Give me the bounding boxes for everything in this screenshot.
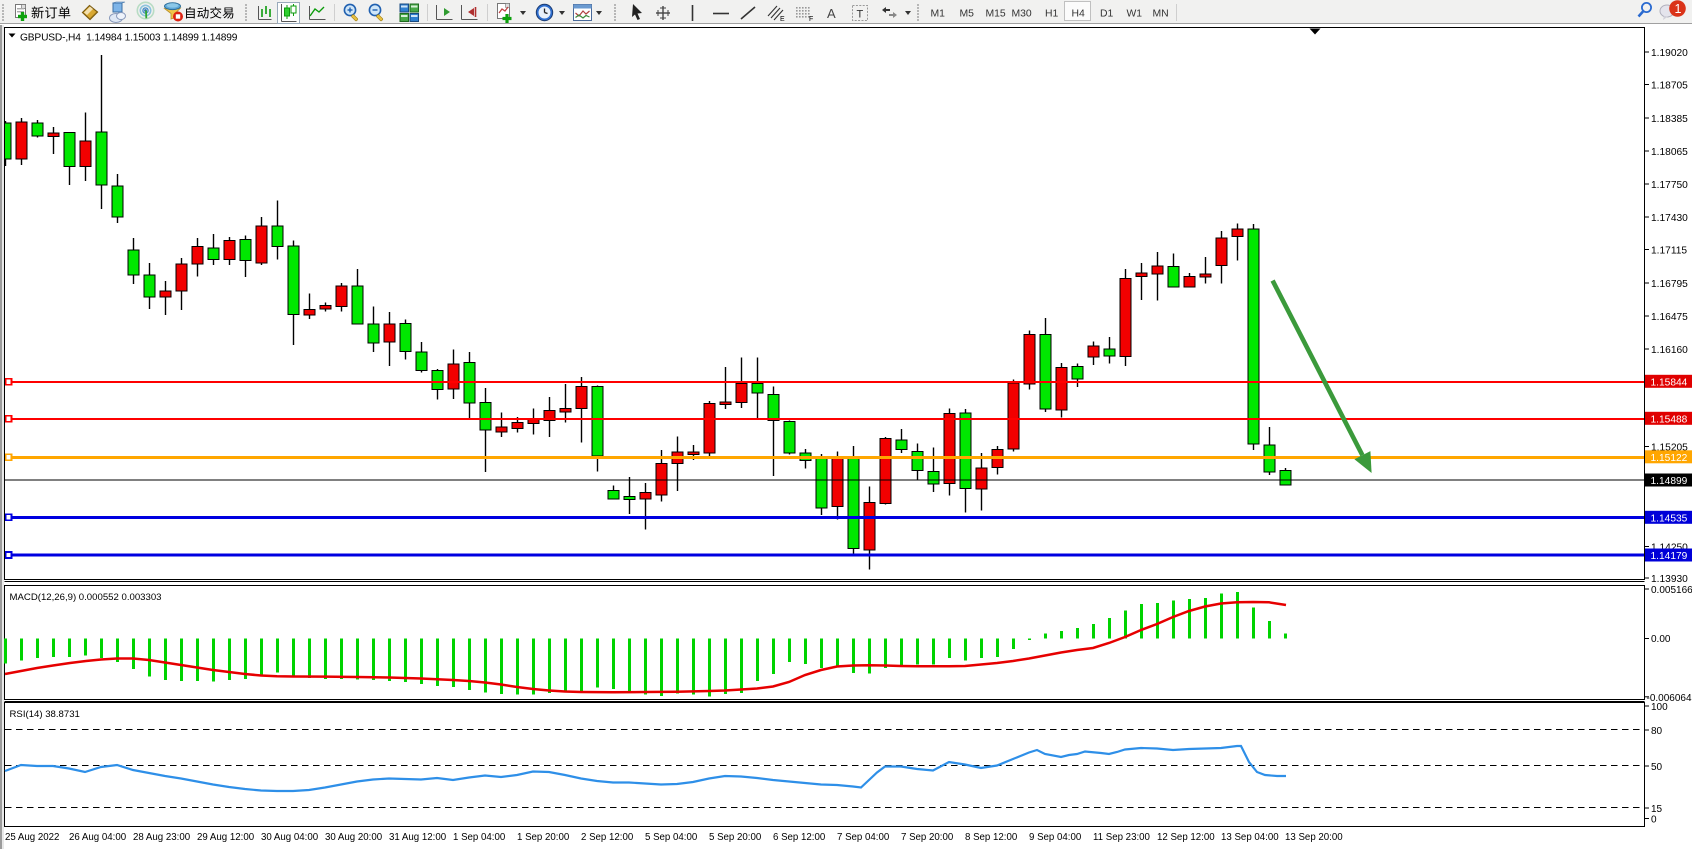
svg-text:1.18065: 1.18065 <box>1651 147 1688 158</box>
svg-text:0.00: 0.00 <box>1651 634 1671 645</box>
svg-text:26 Aug 04:00: 26 Aug 04:00 <box>69 832 127 843</box>
svg-text:11 Sep 23:00: 11 Sep 23:00 <box>1093 832 1151 843</box>
svg-text:30 Aug 04:00: 30 Aug 04:00 <box>261 832 319 843</box>
svg-text:MN: MN <box>1153 9 1169 20</box>
svg-text:F: F <box>809 16 813 23</box>
svg-text:9 Sep 04:00: 9 Sep 04:00 <box>1029 832 1082 843</box>
svg-text:0: 0 <box>1651 815 1657 826</box>
svg-text:GBPUSD-,H4 1.14984 1.15003 1.: GBPUSD-,H4 1.14984 1.15003 1.14899 1.148… <box>20 33 238 44</box>
svg-text:E: E <box>780 16 785 23</box>
svg-text:12 Sep 12:00: 12 Sep 12:00 <box>1157 832 1215 843</box>
svg-text:1.15122: 1.15122 <box>1651 453 1688 464</box>
svg-text:M30: M30 <box>1012 9 1032 20</box>
svg-text:1: 1 <box>1675 2 1682 16</box>
svg-text:RSI(14) 38.8731: RSI(14) 38.8731 <box>10 709 80 720</box>
svg-text:MACD(12,26,9) 0.000552 0.00330: MACD(12,26,9) 0.000552 0.003303 <box>10 592 162 603</box>
svg-text:1.14535: 1.14535 <box>1651 513 1688 524</box>
svg-text:1.17430: 1.17430 <box>1651 213 1688 224</box>
svg-text:H4: H4 <box>1072 9 1086 20</box>
svg-text:1 Sep 04:00: 1 Sep 04:00 <box>453 832 506 843</box>
svg-text:1.17750: 1.17750 <box>1651 180 1688 191</box>
svg-text:31 Aug 12:00: 31 Aug 12:00 <box>389 832 447 843</box>
svg-text:H1: H1 <box>1045 9 1059 20</box>
svg-text:1.18385: 1.18385 <box>1651 114 1688 125</box>
svg-text:80: 80 <box>1651 726 1663 737</box>
svg-text:7 Sep 20:00: 7 Sep 20:00 <box>901 832 954 843</box>
svg-text:W1: W1 <box>1127 9 1143 20</box>
svg-text:30 Aug 20:00: 30 Aug 20:00 <box>325 832 383 843</box>
svg-text:M15: M15 <box>986 9 1006 20</box>
svg-text:1.16795: 1.16795 <box>1651 279 1688 290</box>
svg-text:1.14179: 1.14179 <box>1651 551 1688 562</box>
svg-text:100: 100 <box>1651 702 1668 713</box>
svg-text:1 Sep 20:00: 1 Sep 20:00 <box>517 832 570 843</box>
svg-text:T: T <box>857 9 864 21</box>
svg-text:28 Aug 23:00: 28 Aug 23:00 <box>133 832 191 843</box>
svg-text:15: 15 <box>1651 804 1663 815</box>
svg-text:A: A <box>827 6 836 21</box>
svg-text:1.18705: 1.18705 <box>1651 81 1688 92</box>
svg-text:1.16160: 1.16160 <box>1651 345 1688 356</box>
svg-text:0.005166: 0.005166 <box>1651 585 1692 596</box>
svg-text:8 Sep 12:00: 8 Sep 12:00 <box>965 832 1018 843</box>
svg-text:25 Aug 2022: 25 Aug 2022 <box>5 832 59 843</box>
svg-text:2 Sep 12:00: 2 Sep 12:00 <box>581 832 634 843</box>
svg-text:M5: M5 <box>960 9 975 20</box>
svg-text:13 Sep 20:00: 13 Sep 20:00 <box>1285 832 1343 843</box>
svg-text:1.15844: 1.15844 <box>1651 377 1688 388</box>
svg-text:1.16475: 1.16475 <box>1651 312 1688 323</box>
svg-text:M1: M1 <box>931 9 946 20</box>
svg-text:29 Aug 12:00: 29 Aug 12:00 <box>197 832 255 843</box>
svg-text:50: 50 <box>1651 762 1663 773</box>
svg-text:1.15488: 1.15488 <box>1651 414 1688 425</box>
svg-text:-0.006064: -0.006064 <box>1647 693 1692 704</box>
svg-text:D1: D1 <box>1100 9 1114 20</box>
svg-text:1.19020: 1.19020 <box>1651 48 1688 59</box>
svg-text:1.14899: 1.14899 <box>1651 476 1688 487</box>
svg-text:6 Sep 12:00: 6 Sep 12:00 <box>773 832 826 843</box>
svg-text:5 Sep 04:00: 5 Sep 04:00 <box>645 832 698 843</box>
svg-text:7 Sep 04:00: 7 Sep 04:00 <box>837 832 890 843</box>
svg-text:5 Sep 20:00: 5 Sep 20:00 <box>709 832 762 843</box>
svg-text:1.13930: 1.13930 <box>1651 574 1688 585</box>
svg-text:1.17115: 1.17115 <box>1651 246 1687 257</box>
svg-text:1.15205: 1.15205 <box>1651 443 1688 454</box>
svg-text:13 Sep 04:00: 13 Sep 04:00 <box>1221 832 1279 843</box>
svg-text:1.14250: 1.14250 <box>1651 543 1688 554</box>
